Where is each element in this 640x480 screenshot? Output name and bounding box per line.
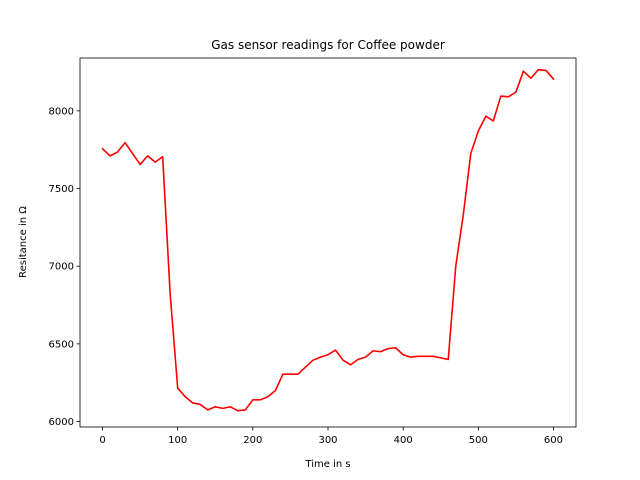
x-tick-label: 400 [394,435,413,446]
ticks: 0 100 200 300 400 500 600 6000 6500 7000 7500 8000 [49,106,563,446]
plot-frame [79,57,577,428]
x-axis-label: Time in s [304,459,350,470]
y-axis-label: Resitance in Ω [18,206,29,278]
x-tick-label: 100 [168,435,187,446]
y-tick-label: 6000 [49,417,74,428]
y-tick-label: 6500 [49,339,74,350]
y-tick-label: 7000 [49,262,74,273]
x-tick-label: 300 [318,435,337,446]
chart-title: Gas sensor readings for Coffee powder [211,38,445,52]
x-tick-label: 500 [469,435,488,446]
x-tick-label: 0 [99,435,105,446]
series-line-0 [101,68,555,412]
y-tick-label: 8000 [49,106,74,117]
series-layer [101,68,555,412]
x-tick-label: 600 [544,435,563,446]
x-tick-label: 200 [243,435,262,446]
axes [79,57,577,428]
y-tick-label: 7500 [49,184,74,195]
